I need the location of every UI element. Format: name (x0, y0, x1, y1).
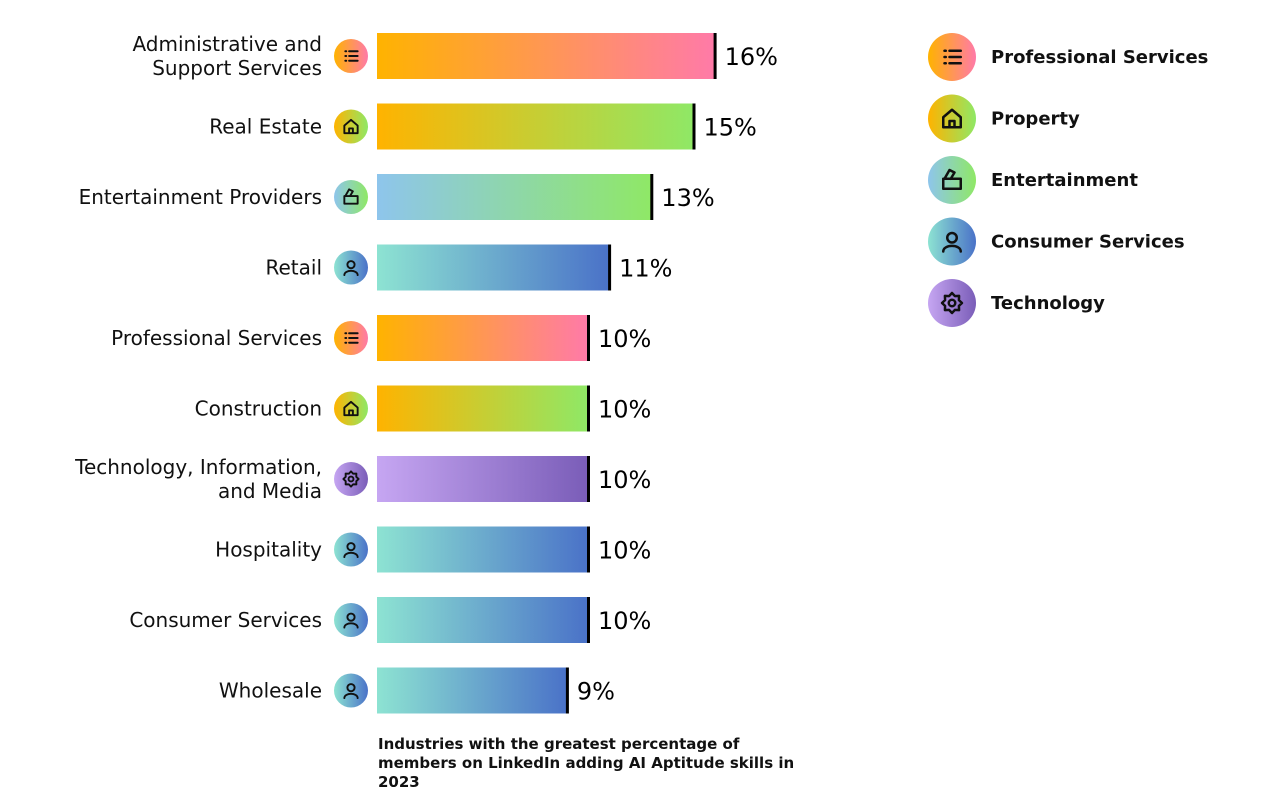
person-icon (343, 542, 359, 559)
bar[interactable] (377, 667, 567, 714)
category-label: Retail (265, 256, 322, 280)
category-label: Real Estate (209, 115, 322, 139)
legend-item: Consumer Services (928, 217, 1185, 266)
category-icon-badge (334, 391, 368, 426)
bar-end-marker (587, 385, 590, 432)
legend-label: Entertainment (991, 170, 1138, 191)
bar-row: 10% Hospitality (215, 526, 651, 573)
house-icon (942, 108, 962, 129)
bar-end-marker (650, 174, 654, 220)
house-icon (343, 400, 359, 417)
person-icon (343, 260, 359, 277)
person-icon (343, 683, 359, 700)
legend: Professional Services Property Entertainme… (928, 33, 1208, 327)
gear-icon (342, 470, 360, 488)
data-label: 15% (704, 114, 757, 142)
category-icon-badge (334, 462, 368, 496)
gear-icon (940, 291, 964, 315)
bar[interactable] (377, 244, 610, 291)
category-label: Construction (195, 397, 322, 421)
bar-row: 10% Professional Services (111, 315, 651, 361)
bar-end-marker (587, 597, 590, 643)
legend-item: Professional Services (928, 33, 1208, 81)
bar[interactable] (377, 456, 588, 502)
data-label: 9% (577, 678, 615, 706)
person-icon (942, 231, 962, 253)
bar[interactable] (377, 33, 715, 79)
data-label: 10% (598, 466, 651, 494)
person-icon (343, 612, 359, 629)
legend-item: Property (928, 94, 1080, 143)
legend-icon-badge (928, 94, 976, 143)
bar-row: 10% Consumer Services (129, 597, 651, 643)
data-label: 11% (619, 255, 672, 283)
bar-end-marker (587, 526, 590, 573)
data-label: 10% (598, 325, 651, 353)
bar-row: 16% Administrative and Support Services (132, 32, 778, 80)
bar[interactable] (377, 174, 652, 220)
bar-end-marker (713, 33, 717, 79)
bar-end-marker (587, 315, 590, 361)
bar[interactable] (377, 315, 588, 361)
data-label: 13% (661, 184, 714, 212)
list-icon (344, 332, 359, 344)
data-label: 16% (725, 43, 778, 71)
category-label: Consumer Services (129, 608, 322, 632)
bar-row: 10% Construction (195, 385, 651, 432)
category-icon-badge (334, 109, 368, 144)
clapperboard-icon (942, 168, 962, 190)
category-label: Administrative and Support Services (132, 32, 322, 80)
bar[interactable] (377, 597, 588, 643)
legend-item: Entertainment (928, 156, 1138, 204)
bar-row: 9% Wholesale (219, 667, 615, 714)
legend-label: Technology (991, 293, 1105, 314)
legend-label: Consumer Services (991, 232, 1185, 253)
legend-label: Professional Services (991, 47, 1208, 68)
bar-end-marker (608, 244, 612, 291)
bar-row: 10% Technology, Information, and Media (74, 455, 651, 503)
legend-label: Property (991, 109, 1080, 130)
bar-end-marker (565, 667, 569, 714)
legend-item: Technology (928, 279, 1105, 327)
bars-layer: 16% Administrative and Support Services 15%… (74, 32, 778, 714)
category-label: Hospitality (215, 538, 322, 562)
category-label: Entertainment Providers (79, 185, 322, 209)
data-label: 10% (598, 396, 651, 424)
bar-end-marker (692, 103, 696, 150)
list-icon (943, 49, 962, 65)
bar[interactable] (377, 103, 694, 150)
category-label: Technology, Information, and Media (74, 455, 322, 503)
data-label: 10% (598, 537, 651, 565)
bar-row: 13% Entertainment Providers (79, 174, 715, 220)
chart-title: Industries with the greatest percentage … (378, 735, 795, 791)
bar[interactable] (377, 526, 588, 573)
legend-icon-badge (928, 279, 976, 327)
category-label: Professional Services (111, 326, 322, 350)
list-icon (344, 50, 359, 62)
house-icon (343, 118, 359, 135)
bar-end-marker (587, 456, 590, 502)
data-label: 10% (598, 607, 651, 635)
bar-row: 15% Real Estate (209, 103, 757, 150)
category-label: Wholesale (219, 679, 322, 703)
clapperboard-icon (343, 188, 359, 205)
bar[interactable] (377, 385, 588, 432)
bar-row: 11% Retail (265, 244, 672, 291)
